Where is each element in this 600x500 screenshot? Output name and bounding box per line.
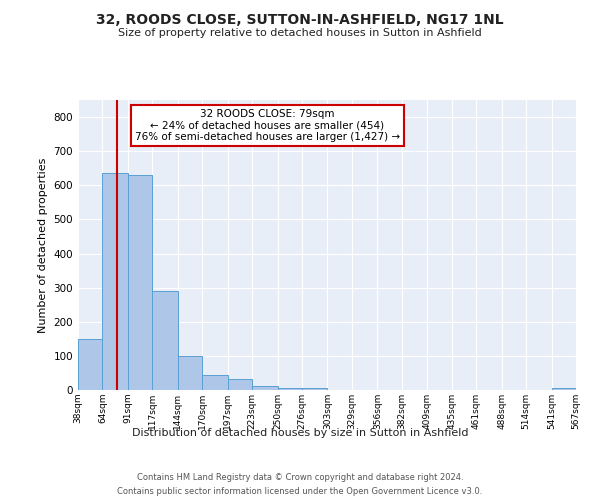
Text: 32 ROODS CLOSE: 79sqm
← 24% of detached houses are smaller (454)
76% of semi-det: 32 ROODS CLOSE: 79sqm ← 24% of detached … (134, 108, 400, 142)
Text: 32, ROODS CLOSE, SUTTON-IN-ASHFIELD, NG17 1NL: 32, ROODS CLOSE, SUTTON-IN-ASHFIELD, NG1… (96, 12, 504, 26)
Bar (551, 388, 576, 390)
Text: Size of property relative to detached houses in Sutton in Ashfield: Size of property relative to detached ho… (118, 28, 482, 38)
Bar (302, 388, 328, 390)
Bar (252, 386, 278, 390)
Bar (78, 339, 103, 390)
Y-axis label: Number of detached properties: Number of detached properties (38, 158, 48, 332)
Bar (178, 356, 202, 390)
Bar (278, 388, 302, 390)
Bar (227, 379, 252, 390)
Bar (202, 374, 227, 390)
Bar (103, 174, 128, 390)
Bar (128, 175, 152, 390)
Text: Contains HM Land Registry data © Crown copyright and database right 2024.: Contains HM Land Registry data © Crown c… (137, 472, 463, 482)
Text: Distribution of detached houses by size in Sutton in Ashfield: Distribution of detached houses by size … (132, 428, 468, 438)
Text: Contains public sector information licensed under the Open Government Licence v3: Contains public sector information licen… (118, 488, 482, 496)
Bar (152, 291, 178, 390)
